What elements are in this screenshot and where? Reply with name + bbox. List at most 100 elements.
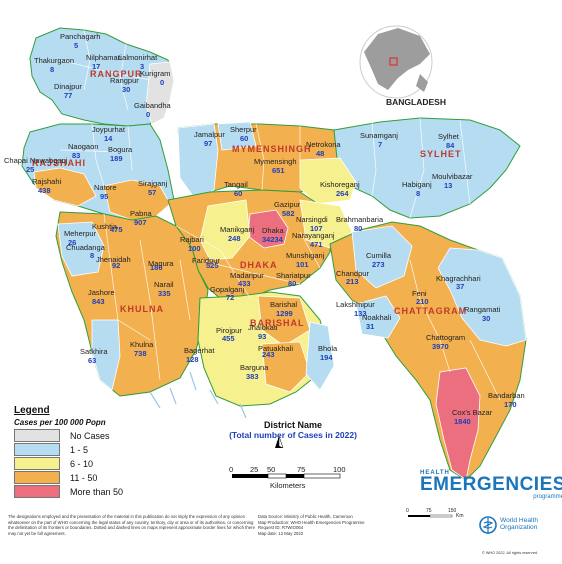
region-sherpur (217, 121, 257, 151)
scale-tick: 25 (250, 465, 258, 474)
division-label-mymensingh: MYMENSHINGH (232, 144, 312, 154)
district-name: Nilphamari (86, 53, 122, 62)
district-name: Tangail (224, 180, 248, 189)
district-cases: 107 (310, 224, 323, 233)
small-scale-bar: 0 75 150 Km (406, 508, 464, 519)
district-cases: 273 (372, 260, 385, 269)
district-cases: 264 (336, 189, 349, 198)
district-name: Chandpur (336, 269, 369, 278)
district-name: Dinajpur (54, 82, 82, 91)
legend-swatch (14, 457, 60, 470)
river-lines (149, 371, 247, 419)
district-cases: 60 (240, 134, 248, 143)
legend-swatch (14, 429, 60, 442)
district-cases: 63 (88, 356, 96, 365)
district-name: Madaripur (230, 271, 264, 280)
district-name: Bandarban (488, 391, 525, 400)
district-cases: 471 (310, 240, 323, 249)
district-cases: 128 (186, 355, 199, 364)
region-khulna-blue (57, 221, 105, 277)
region-cumilla (351, 225, 413, 289)
district-name: Joypurhat (92, 125, 126, 134)
district-cases: 8 (416, 189, 420, 198)
district-cases: 438 (38, 186, 51, 195)
district-name: Sherpur (230, 125, 257, 134)
north-arrow-icon (275, 435, 284, 449)
district-cases: 907 (134, 218, 147, 227)
district-cases: 48 (316, 149, 324, 158)
division-label-khulna: KHULNA (120, 304, 164, 314)
district-cases: 97 (204, 139, 212, 148)
district-cases: 170 (504, 400, 517, 409)
map-credits: Data Source: Ministry of Public Health, … (258, 514, 365, 536)
country-label: BANGLADESH (386, 97, 446, 107)
who-logo: World Health Organization © WHO 2022. Al… (478, 515, 558, 555)
district-name: Bhola (318, 344, 338, 353)
district-name: Chattogram (426, 333, 465, 342)
district-name: Natore (94, 183, 117, 192)
division-label-rajshahi: RAJSHAHI (32, 158, 86, 168)
district-cases: 194 (320, 353, 333, 362)
scale-unit: Kilometers (270, 481, 306, 490)
district-cases: 582 (282, 209, 295, 218)
district-name: Gazipur (274, 200, 301, 209)
region-rajshahi-orange (33, 167, 97, 207)
region-sylhet (333, 117, 521, 219)
district-name: Netrokona (306, 140, 341, 149)
district-name: Satkhira (80, 347, 108, 356)
district-cases: 101 (296, 260, 309, 269)
district-cases: 738 (134, 349, 147, 358)
district-name: Khagrachhari (436, 274, 481, 283)
district-name: Gopalganj (210, 285, 245, 294)
district-name: Chuadanga (66, 243, 106, 252)
district-cases: 77 (64, 91, 72, 100)
district-cases: 210 (416, 297, 429, 306)
district-name: Thakurgaon (34, 56, 74, 65)
legend: Legend Cases per 100 000 Popn No Cases 1… (14, 405, 204, 498)
district-name: Meherpur (64, 229, 97, 238)
scale-tick: 0 (229, 465, 233, 474)
scale-tick: 100 (333, 465, 346, 474)
legend-swatch (14, 485, 60, 498)
district-cases: 25 (26, 165, 34, 174)
district-name: Jhenaidah (96, 255, 131, 264)
svg-text:150: 150 (448, 508, 457, 514)
district-cases: 26 (68, 238, 76, 247)
district-cases: 3 (140, 62, 144, 71)
district-name: Pabna (130, 209, 153, 218)
district-cases: 60 (234, 189, 242, 198)
region-coxs-bazar (435, 367, 481, 481)
region-patuakhali (261, 341, 311, 393)
district-cases: 433 (238, 279, 251, 288)
region-rangamati (437, 247, 527, 347)
district-name: Bogura (108, 145, 133, 154)
label-key: District Name (Total number of Cases in … (198, 420, 388, 440)
district-name: Jhalokati (248, 323, 278, 332)
district-cases: 133 (354, 309, 367, 318)
district-name: Mymensingh (254, 157, 297, 166)
region-barishal-orange (257, 295, 311, 347)
district-name: Faridpur (192, 256, 220, 265)
district-name: Chapai Nawabganj (4, 156, 68, 165)
district-name: Sylhet (438, 132, 460, 141)
division-label-sylhet: SYLHET (420, 149, 462, 159)
district-cases: 30 (122, 85, 130, 94)
district-name: Kishoreganj (320, 180, 360, 189)
disclaimer-text: The designations employed and the presen… (8, 514, 255, 536)
health-emergencies-logo: HEALTH EMERGENCIES programme (420, 470, 562, 500)
district-cases: 80 (354, 224, 362, 233)
scale-tick: 50 (267, 465, 275, 474)
district-cases: 57 (148, 188, 156, 197)
svg-text:Km: Km (456, 513, 464, 519)
district-cases: 248 (228, 234, 241, 243)
district-cases: 5 (74, 41, 78, 50)
district-borders (59, 29, 501, 401)
legend-subtitle: Cases per 100 000 Popn (14, 418, 106, 427)
district-name: Jamalpur (194, 130, 225, 139)
district-cases: 72 (226, 293, 234, 302)
region-tangail (177, 123, 219, 201)
district-cases: 843 (92, 297, 105, 306)
scale-bar: 0 25 50 75 100 Kilometers (229, 465, 346, 490)
district-name: Naogaon (68, 142, 98, 151)
